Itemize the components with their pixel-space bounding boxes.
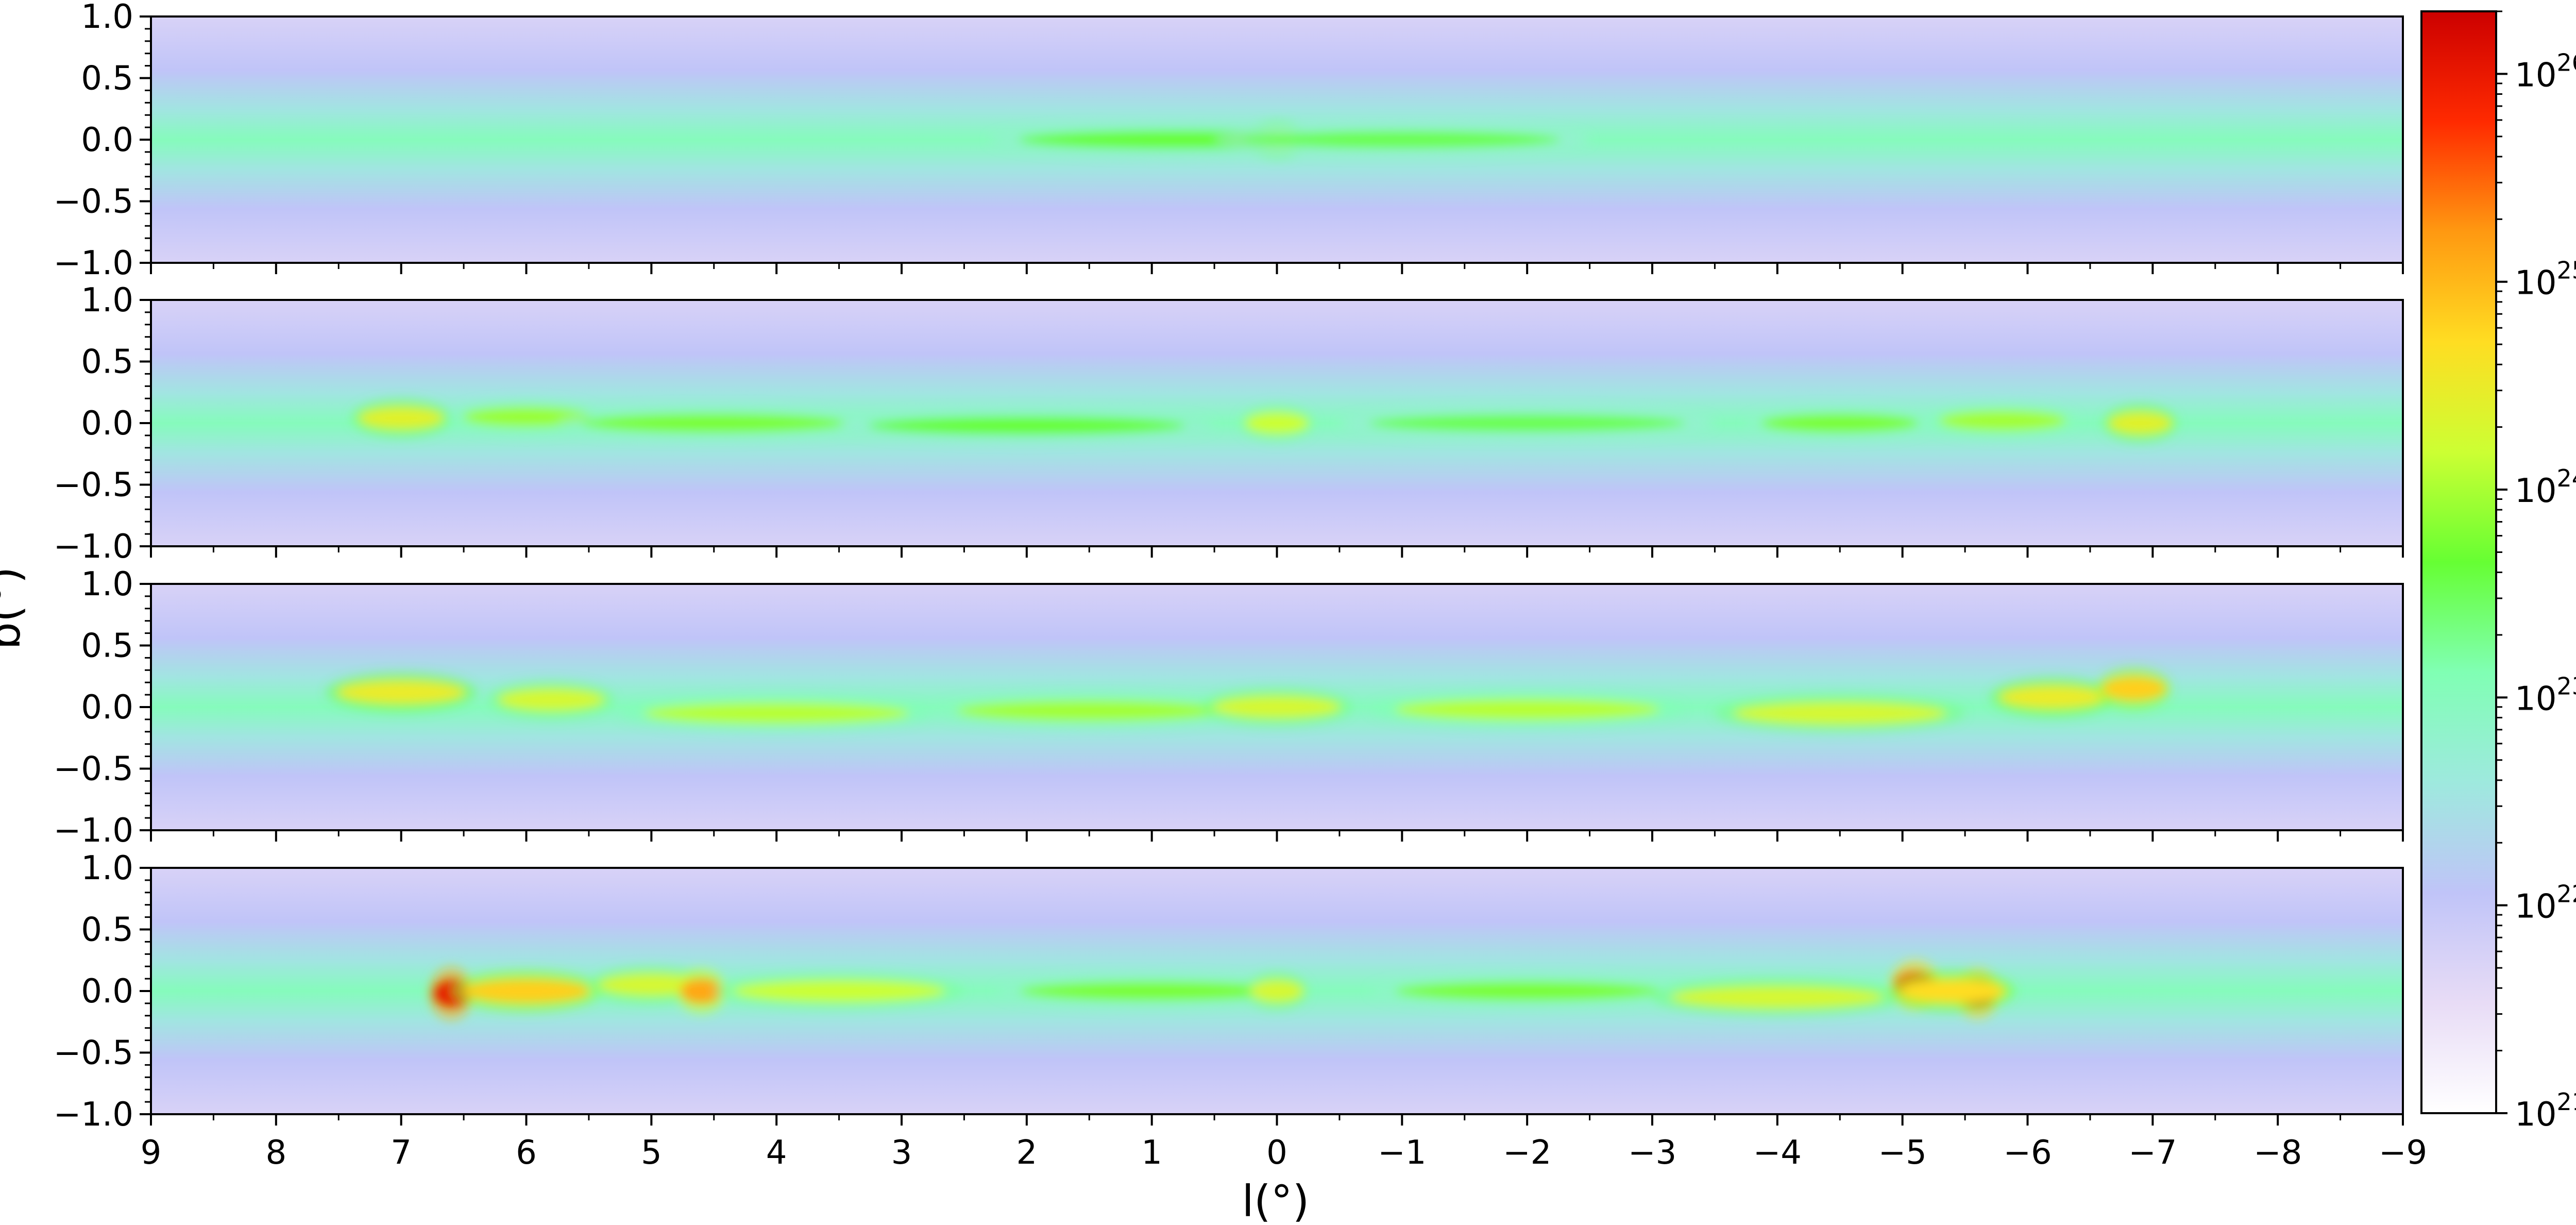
emission-feature — [643, 703, 910, 724]
x-tick-label: 5 — [641, 1134, 662, 1172]
y-tick-label: 1.0 — [81, 849, 133, 887]
y-tick-label: 0.0 — [81, 405, 133, 443]
y-tick-label: −1.0 — [54, 244, 133, 282]
emission-feature — [1019, 981, 1285, 1001]
x-tick-label: 1 — [1141, 1134, 1162, 1172]
heatmap-panels: 1.00.50.0−0.5−1.01.00.50.0−0.5−1.01.00.5… — [54, 0, 2404, 1134]
heatmap-panel-3: 1.0 0.5 0.0 −0.5 −1.0 — [54, 565, 2404, 850]
colorbar: 102110221023102410251026N(cm−2) — [2420, 10, 2576, 1134]
y-tick-label: 0.0 — [81, 972, 133, 1011]
emission-feature — [462, 979, 590, 1003]
emission-feature — [2102, 676, 2166, 701]
y-tick-label: −1.0 — [54, 812, 133, 850]
emission-feature — [956, 700, 1223, 721]
emission-feature — [359, 407, 444, 429]
emission-feature — [337, 681, 465, 704]
emission-feature — [1250, 980, 1304, 1002]
colorbar-tick-label: 1023 — [2515, 672, 2576, 718]
x-tick-label: −8 — [2253, 1134, 2302, 1172]
colorbar-tick-label: 1024 — [2515, 464, 2576, 510]
emission-feature — [1999, 686, 2106, 709]
colorbar-frame — [2420, 10, 2497, 1114]
emission-feature — [1760, 413, 1920, 433]
emission-feature — [680, 978, 723, 1004]
x-tick-label: 8 — [265, 1134, 286, 1172]
emission-feature — [1733, 702, 1946, 724]
y-tick-label: −0.5 — [54, 466, 133, 505]
y-tick-label: 0.0 — [81, 689, 133, 727]
colorbar-gradient — [2421, 11, 2496, 1113]
y-tick-label: 1.0 — [81, 565, 133, 603]
x-tick-label: 2 — [1016, 1134, 1037, 1172]
emission-feature — [1671, 986, 1884, 1008]
y-tick-label: 0.5 — [81, 343, 133, 381]
heatmap-panel-1: 1.0 0.5 0.0 −0.5 −1.0 — [54, 0, 2404, 282]
emission-feature — [1367, 414, 1687, 432]
y-tick-label: −1.0 — [54, 528, 133, 566]
x-tick-label: −4 — [1753, 1134, 1802, 1172]
colorbar-tick-label: 1022 — [2515, 880, 2576, 926]
x-tick-label: −9 — [2379, 1134, 2427, 1172]
y-tick-label: 0.5 — [81, 60, 133, 98]
y-tick-label: −0.5 — [54, 1034, 133, 1072]
emission-feature — [733, 980, 945, 1002]
emission-feature — [1245, 412, 1309, 434]
x-tick-label: −7 — [2128, 1134, 2177, 1172]
emission-feature — [1939, 410, 2066, 431]
y-tick-label: 0.0 — [81, 121, 133, 159]
emission-feature — [1394, 699, 1660, 720]
x-tick-label: 6 — [516, 1134, 537, 1172]
emission-feature — [1242, 130, 1562, 149]
y-tick-label: 0.5 — [81, 627, 133, 665]
x-tick-label: 4 — [766, 1134, 787, 1172]
colorbar-tick-label: 1025 — [2515, 257, 2576, 303]
x-tick-label: −6 — [2003, 1134, 2052, 1172]
heatmap-panel-2: 1.0 0.5 0.0 −0.5 −1.0 — [54, 281, 2404, 566]
x-tick-label: −1 — [1378, 1134, 1426, 1172]
y-tick-label: 0.5 — [81, 911, 133, 949]
x-tick-label: 9 — [141, 1134, 162, 1172]
y-axis-label: b(°) — [0, 567, 30, 650]
x-tick-label: −3 — [1628, 1134, 1676, 1172]
heatmap-panel-4: 1.0 0.5 0.0 −0.5 −1.0 — [54, 849, 2404, 1134]
emission-feature — [498, 689, 605, 711]
y-tick-label: −0.5 — [54, 750, 133, 788]
emission-feature — [581, 413, 847, 433]
colorbar-tick-label: 1026 — [2515, 48, 2576, 94]
emission-feature — [1394, 981, 1660, 1001]
emission-feature — [867, 416, 1187, 435]
y-tick-label: −1.0 — [54, 1096, 133, 1134]
x-axis-label: l(°) — [1242, 1176, 1310, 1225]
x-tick-label: 0 — [1266, 1134, 1287, 1172]
y-tick-label: 1.0 — [81, 0, 133, 36]
x-tick-label: −5 — [1878, 1134, 1926, 1172]
emission-feature — [1899, 979, 2006, 1003]
x-axis: 9 8 7 6 5 4 3 2 1 0 −1 −2 −3 −4 −5 −6 −7 −8 −9 — [141, 1134, 2428, 1172]
emission-feature — [1213, 696, 1341, 718]
x-tick-label: −2 — [1503, 1134, 1551, 1172]
y-tick-label: 1.0 — [81, 281, 133, 320]
x-tick-label: 7 — [391, 1134, 412, 1172]
x-tick-label: 3 — [891, 1134, 912, 1172]
emission-feature — [2108, 412, 2172, 434]
y-tick-label: −0.5 — [54, 183, 133, 221]
